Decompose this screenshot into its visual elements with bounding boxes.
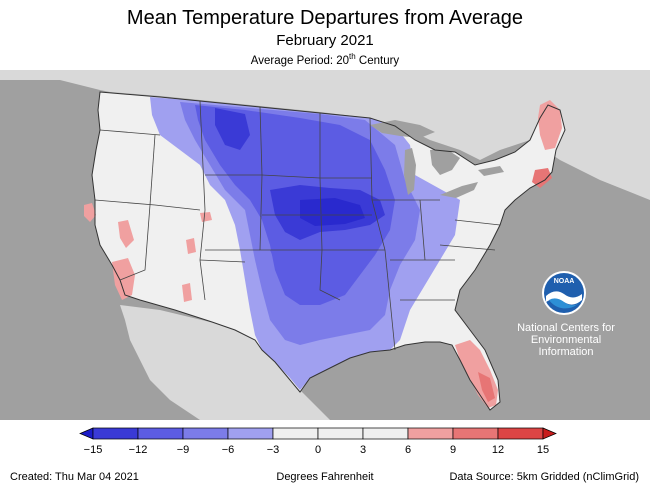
created-date: Created: Thu Mar 04 2021 — [10, 471, 139, 483]
legend-cell — [362, 427, 409, 440]
map-subtitle: February 2021 — [276, 32, 374, 49]
warm-anomaly-california-2 — [118, 220, 134, 248]
legend-tick-label: −3 — [267, 444, 280, 456]
color-legend: −15 −12 −9 −6 −3 0 3 6 9 12 15 — [79, 427, 557, 456]
legend-cell — [227, 427, 274, 440]
legend-tick-label: 15 — [537, 444, 549, 456]
legend-cell — [272, 427, 319, 440]
lake-erie — [440, 182, 478, 198]
warm-anomaly-new-england — [532, 168, 552, 188]
legend-tick-label: −9 — [177, 444, 190, 456]
lake-superior — [370, 120, 435, 138]
canada-land — [0, 70, 650, 200]
warm-anomaly-utah — [186, 238, 196, 254]
legend-cell — [407, 427, 454, 440]
mexico-land — [120, 305, 330, 420]
svg-text:NOAA: NOAA — [554, 278, 575, 285]
cold-anomaly-core-2 — [300, 198, 365, 226]
legend-tick-label: −15 — [84, 444, 103, 456]
legend-tick-label: 3 — [360, 444, 366, 456]
legend-tick-label: 12 — [492, 444, 504, 456]
data-source: Data Source: 5km Gridded (nClimGrid) — [449, 471, 639, 483]
legend-cell — [452, 427, 499, 440]
map-title: Mean Temperature Departures from Average — [126, 7, 524, 29]
legend-tick-label: 0 — [315, 444, 321, 456]
legend-tick-label: −12 — [129, 444, 148, 456]
warm-anomaly-maine — [538, 100, 562, 150]
legend-tick-label: 9 — [450, 444, 456, 456]
legend-cell — [137, 427, 184, 440]
units-label: Degrees Fahrenheit — [276, 471, 374, 483]
cold-anomaly-south — [270, 250, 345, 300]
lake-huron — [430, 148, 460, 175]
warm-anomaly-oregon — [84, 203, 96, 222]
legend-arrow-low — [79, 427, 94, 440]
legend-cell — [317, 427, 364, 440]
warm-anomaly-florida-2 — [478, 372, 495, 402]
state-boundaries — [94, 100, 501, 351]
cold-anomaly-severe — [215, 108, 250, 150]
legend-cell — [182, 427, 229, 440]
legend-cell — [92, 427, 139, 440]
average-period: Average Period: 20th Century — [250, 52, 400, 67]
lake-michigan — [404, 148, 416, 195]
legend-cell — [497, 427, 544, 440]
warm-anomaly-nevada — [200, 212, 212, 222]
warm-anomaly-arizona — [182, 283, 192, 302]
noaa-logo-icon: NOAA — [542, 271, 586, 315]
lake-ontario — [478, 166, 504, 176]
legend-tick-label: −6 — [222, 444, 235, 456]
legend-tick-label: 6 — [405, 444, 411, 456]
ncei-label: National Centers for Environmental Infor… — [517, 322, 615, 358]
temperature-departure-map — [0, 70, 650, 420]
conus-outline — [91, 91, 566, 411]
legend-arrow-high — [542, 427, 557, 440]
